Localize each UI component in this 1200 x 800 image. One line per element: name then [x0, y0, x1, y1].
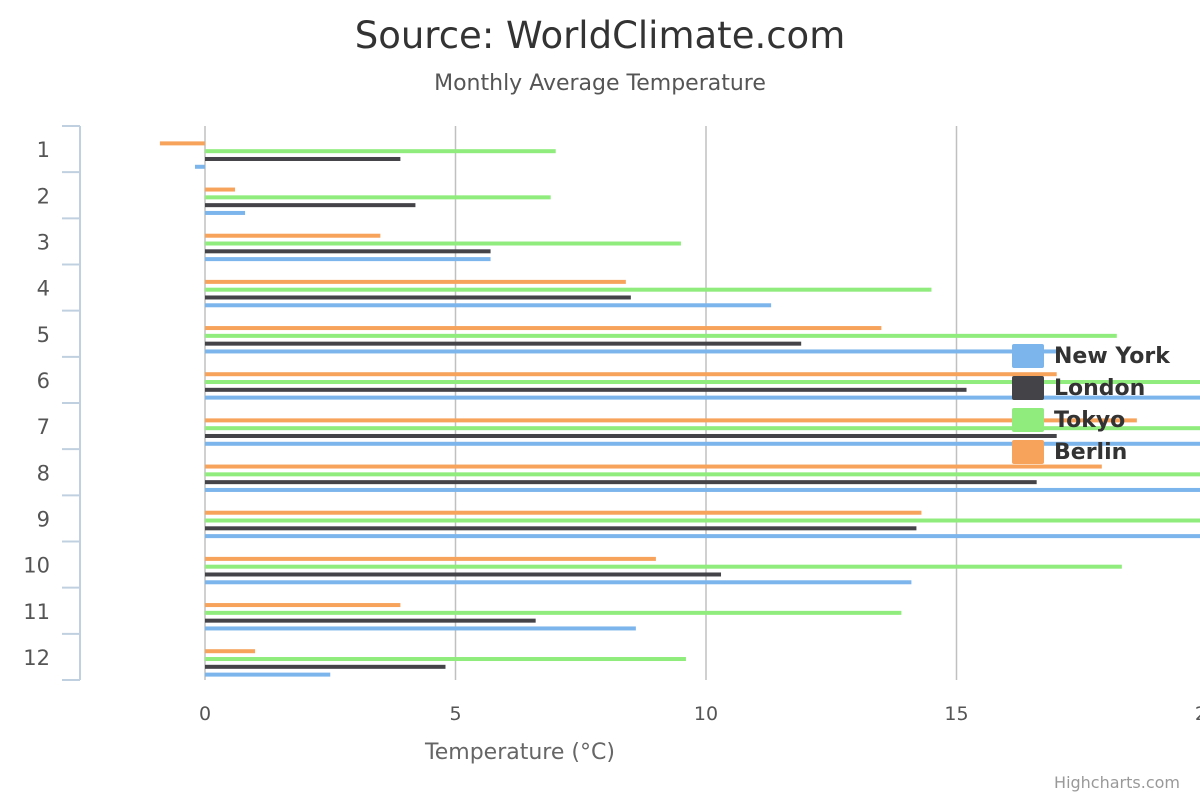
legend-item-new-york[interactable]: New York	[1012, 340, 1170, 372]
x-tick-label: 20	[1195, 703, 1200, 725]
legend-swatch-new-york	[1012, 344, 1044, 368]
legend-label-tokyo: Tokyo	[1054, 407, 1126, 433]
bar-london-1	[205, 156, 401, 161]
y-tick-label: 12	[23, 646, 50, 670]
bar-new-york-8	[205, 487, 1200, 492]
bar-london-2	[205, 203, 416, 208]
y-tick-label: 3	[37, 230, 50, 254]
bar-tokyo-6	[205, 380, 1200, 385]
y-tick-label: 2	[37, 184, 50, 208]
bar-tokyo-3	[205, 241, 681, 246]
y-tick-label: 5	[37, 323, 50, 347]
bar-tokyo-7	[205, 426, 1200, 431]
legend: New York London Tokyo Berlin	[1012, 340, 1170, 468]
legend-label-berlin: Berlin	[1054, 439, 1128, 465]
bar-london-9	[205, 526, 917, 531]
bar-london-10	[205, 572, 722, 577]
bar-berlin-12	[205, 649, 256, 654]
bar-london-8	[205, 480, 1037, 485]
bar-tokyo-12	[205, 657, 686, 662]
bar-new-york-4	[205, 303, 772, 308]
bar-berlin-10	[205, 556, 656, 561]
bar-berlin-11	[205, 603, 401, 608]
y-tick-label: 9	[37, 507, 50, 531]
y-tick-label: 11	[23, 600, 50, 624]
bar-tokyo-1	[205, 149, 556, 154]
bar-berlin-7	[205, 418, 1137, 423]
bar-tokyo-4	[205, 287, 932, 292]
bar-berlin-6	[205, 372, 1057, 377]
y-tick-label: 4	[37, 277, 50, 301]
bar-new-york-11	[205, 626, 636, 631]
legend-label-new-york: New York	[1054, 343, 1170, 369]
bar-new-york-1	[194, 164, 205, 169]
bar-london-12	[205, 664, 446, 669]
y-tick-label: 1	[37, 138, 50, 162]
bar-tokyo-8	[205, 472, 1200, 477]
bar-berlin-5	[205, 326, 882, 331]
bar-new-york-3	[205, 257, 491, 262]
legend-swatch-berlin	[1012, 440, 1044, 464]
bar-new-york-9	[205, 534, 1200, 539]
chart-subtitle: Monthly Average Temperature	[434, 71, 766, 96]
y-tick-label: 6	[37, 369, 50, 393]
bar-berlin-2	[205, 187, 236, 192]
bar-new-york-6	[205, 395, 1200, 400]
y-tick-label: 10	[23, 554, 50, 578]
bar-new-york-12	[205, 672, 331, 677]
legend-item-london[interactable]: London	[1012, 372, 1170, 404]
bar-new-york-5	[205, 349, 1057, 354]
y-tick-label: 8	[37, 461, 50, 485]
legend-swatch-london	[1012, 376, 1044, 400]
chart-title: Source: WorldClimate.com	[354, 14, 846, 57]
y-tick-label: 7	[37, 415, 50, 439]
bar-berlin-9	[205, 510, 922, 515]
bar-tokyo-9	[205, 518, 1200, 523]
bar-london-5	[205, 341, 802, 346]
credits-link[interactable]: Highcharts.com	[1054, 773, 1180, 792]
bar-berlin-8	[205, 464, 1102, 469]
legend-item-berlin[interactable]: Berlin	[1012, 436, 1170, 468]
bar-new-york-7	[205, 441, 1200, 446]
x-axis-title: Temperature (°C)	[425, 740, 615, 765]
bar-berlin-3	[205, 233, 381, 238]
x-tick-label: 10	[694, 703, 718, 725]
bar-london-3	[205, 249, 491, 254]
bar-tokyo-5	[205, 333, 1117, 338]
bar-london-11	[205, 618, 536, 623]
bar-tokyo-11	[205, 610, 902, 615]
bar-london-4	[205, 295, 631, 300]
x-tick-label: 15	[944, 703, 968, 725]
legend-swatch-tokyo	[1012, 408, 1044, 432]
bar-tokyo-10	[205, 564, 1122, 569]
bar-london-6	[205, 387, 967, 392]
bar-new-york-10	[205, 580, 912, 585]
bar-berlin-4	[205, 279, 626, 284]
legend-label-london: London	[1054, 375, 1146, 401]
bar-berlin-1	[159, 141, 205, 146]
legend-item-tokyo[interactable]: Tokyo	[1012, 404, 1170, 436]
bar-london-7	[205, 433, 1057, 438]
x-tick-label: 0	[199, 703, 211, 725]
bar-tokyo-2	[205, 195, 551, 200]
x-tick-label: 5	[449, 703, 461, 725]
bar-new-york-2	[205, 210, 246, 215]
